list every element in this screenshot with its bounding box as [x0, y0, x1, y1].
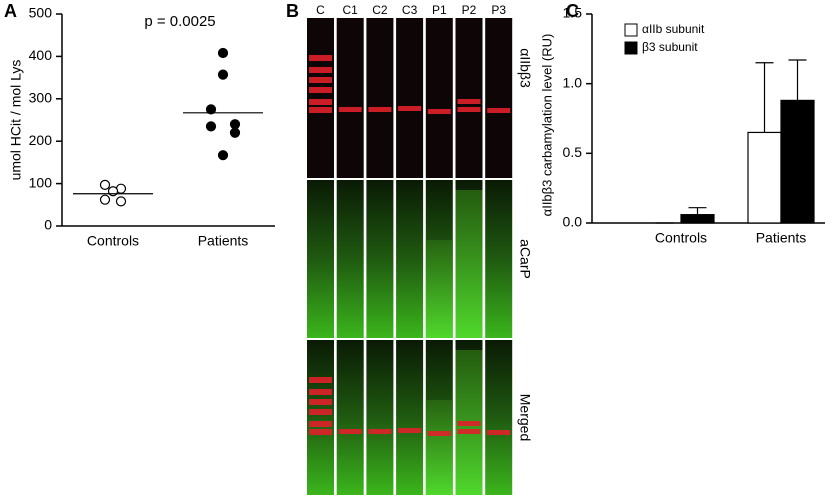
blot-lane — [396, 18, 424, 178]
blot-band — [487, 108, 511, 113]
legend-label: αIIb subunit — [642, 22, 705, 36]
blot-band — [309, 389, 332, 395]
x-tick-label: Controls — [655, 230, 707, 246]
data-point — [107, 186, 119, 197]
panel-label: C — [566, 1, 579, 21]
y-tick-label: 1.0 — [563, 74, 583, 90]
y-tick-label: 400 — [29, 47, 53, 63]
blot-band — [398, 428, 422, 433]
blot-band — [309, 99, 332, 105]
panel-label: B — [286, 1, 299, 21]
data-point — [217, 69, 229, 80]
blot-lane — [425, 18, 453, 178]
data-point — [229, 127, 241, 138]
blot-lane — [485, 18, 513, 178]
y-tick-label: 500 — [29, 5, 53, 21]
blot-lane — [336, 340, 364, 495]
blot-lane — [366, 340, 394, 495]
y-tick-label: 1.5 — [563, 5, 583, 21]
blot-lane — [336, 18, 364, 178]
blot-lane — [455, 190, 483, 338]
lane-label: P2 — [462, 3, 477, 17]
legend-swatch — [624, 23, 638, 37]
blot-lane — [485, 180, 513, 338]
lane-label: P3 — [491, 3, 506, 17]
bar — [680, 214, 715, 224]
y-tick-label: 100 — [29, 174, 53, 190]
blot-band — [368, 429, 392, 434]
lane-label: C1 — [343, 3, 359, 17]
blot-lane — [485, 340, 513, 495]
y-tick-label: 200 — [29, 132, 53, 148]
blot-band — [309, 399, 332, 405]
blot-lane — [396, 340, 424, 495]
blot-lane — [455, 18, 483, 178]
blot-band — [457, 429, 481, 434]
y-axis-label: αIIbβ3 carbamylation level (RU) — [539, 34, 554, 217]
blot-lane — [307, 340, 334, 495]
blot-band — [457, 421, 481, 426]
blot-band — [309, 377, 332, 383]
y-axis-label: umol HCit / mol Lys — [8, 60, 24, 181]
blot-band — [309, 421, 332, 427]
blot-band — [309, 429, 332, 435]
row-label: Merged — [517, 394, 533, 441]
x-tick-label: Controls — [87, 233, 139, 249]
data-point — [205, 121, 217, 132]
blot-band — [398, 106, 422, 111]
data-point — [205, 104, 217, 115]
lane-label: C2 — [372, 3, 388, 17]
blot-band — [309, 55, 332, 61]
blot-band — [309, 77, 332, 83]
blot-band — [427, 109, 451, 114]
blot-band — [487, 430, 511, 435]
blot-band — [457, 99, 481, 104]
blot-lane — [307, 180, 334, 338]
blot-band — [427, 431, 451, 436]
lane-label: P1 — [432, 3, 447, 17]
x-tick-label: Patients — [756, 230, 807, 246]
blot-band — [309, 67, 332, 73]
blot-band — [368, 107, 392, 112]
data-point — [217, 150, 229, 161]
blot-lane — [425, 400, 453, 495]
y-tick-label: 0.5 — [563, 144, 583, 160]
blot-band — [338, 429, 362, 434]
lane-label: C3 — [402, 3, 418, 17]
blot-lane — [307, 18, 334, 178]
y-tick-label: 300 — [29, 90, 53, 106]
row-label: aCarP — [517, 239, 533, 279]
legend-swatch — [624, 41, 638, 55]
blot-lane — [336, 180, 364, 338]
blot-lane — [425, 240, 453, 338]
blot-band — [309, 409, 332, 415]
data-point — [229, 119, 241, 130]
row-label: αIIbβ3 — [517, 48, 533, 88]
y-tick-label: 0 — [44, 217, 52, 233]
blot-lane — [366, 180, 394, 338]
data-point — [115, 196, 127, 207]
data-point — [217, 47, 229, 59]
bar — [747, 131, 782, 224]
data-point — [99, 179, 111, 190]
y-tick-label: 0.0 — [563, 214, 583, 230]
panel-label: A — [4, 1, 17, 21]
blot-lane — [396, 180, 424, 338]
data-point — [99, 194, 111, 205]
lane-label: C — [316, 3, 325, 17]
blot-band — [309, 107, 332, 113]
blot-lane — [366, 18, 394, 178]
x-tick-label: Patients — [198, 233, 249, 249]
blot-band — [309, 87, 332, 93]
blot-band — [457, 107, 481, 112]
annotation: p = 0.0025 — [144, 13, 215, 30]
bar — [780, 99, 815, 224]
blot-band — [338, 107, 362, 112]
legend-label: β3 subunit — [642, 40, 698, 54]
